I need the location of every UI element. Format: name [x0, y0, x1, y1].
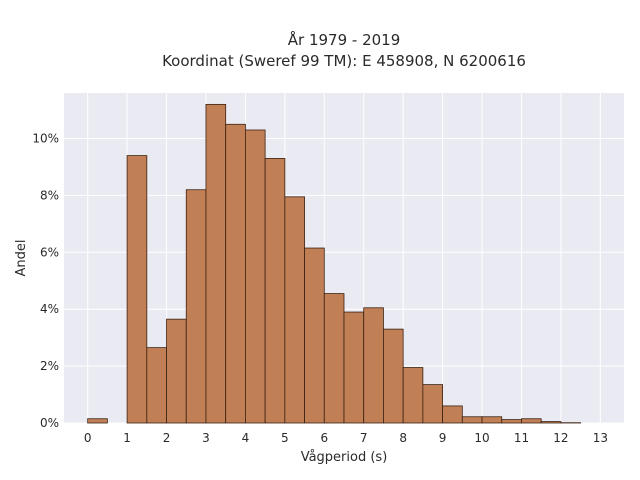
histogram-bar — [383, 328, 404, 424]
histogram-bar — [540, 421, 562, 424]
histogram-bar — [481, 416, 503, 424]
y-tick-label: 0% — [40, 416, 59, 430]
histogram-bar — [521, 418, 542, 424]
x-tick-label: 12 — [553, 431, 568, 445]
y-tick-label: 2% — [40, 359, 59, 373]
x-tick-label: 6 — [320, 431, 328, 445]
histogram-bar — [166, 318, 187, 424]
histogram-bar — [205, 103, 227, 424]
y-tick-label: 10% — [32, 132, 59, 146]
histogram-bar — [323, 293, 345, 424]
x-tick-label: 3 — [202, 431, 210, 445]
x-tick-label: 2 — [163, 431, 171, 445]
x-tick-label: 5 — [281, 431, 289, 445]
histogram-bar — [422, 384, 443, 424]
x-tick-label: 13 — [593, 431, 608, 445]
chart-title-line1: År 1979 - 2019 — [288, 30, 401, 49]
histogram-bar — [501, 419, 522, 424]
bars — [87, 103, 582, 424]
histogram-bar — [146, 347, 167, 424]
x-tick-label: 8 — [399, 431, 407, 445]
histogram-bar — [126, 155, 148, 424]
histogram-bar — [225, 123, 246, 424]
histogram-bar — [264, 158, 286, 424]
y-axis-label: Andel — [14, 240, 29, 277]
histogram-bar — [461, 416, 483, 424]
histogram-bar — [284, 196, 305, 424]
chart-title-line2: Koordinat (Sweref 99 TM): E 458908, N 62… — [162, 52, 526, 70]
histogram-bar — [402, 367, 424, 424]
y-tick-label: 4% — [40, 302, 59, 316]
y-ticks: 0% 2% 4% 6% 8% 10% — [32, 132, 59, 430]
x-tick-label: 11 — [514, 431, 529, 445]
histogram-bar — [185, 189, 207, 424]
x-tick-label: 4 — [242, 431, 250, 445]
histogram-bar — [442, 405, 463, 424]
x-tick-label: 0 — [84, 431, 92, 445]
x-tick-label: 10 — [474, 431, 489, 445]
histogram-bar — [343, 311, 365, 424]
histogram-bar — [363, 307, 384, 424]
x-tick-label: 7 — [360, 431, 368, 445]
y-tick-label: 8% — [40, 188, 59, 202]
histogram-bar — [304, 247, 325, 424]
histogram-bar — [87, 418, 108, 424]
x-axis-label: Vågperiod (s) — [301, 450, 388, 465]
histogram-bar — [245, 129, 266, 424]
y-tick-label: 6% — [40, 245, 59, 259]
x-tick-label: 1 — [123, 431, 131, 445]
x-ticks: 0 1 2 3 4 5 6 7 8 9 10 11 12 13 — [84, 431, 608, 445]
x-tick-label: 9 — [439, 431, 447, 445]
